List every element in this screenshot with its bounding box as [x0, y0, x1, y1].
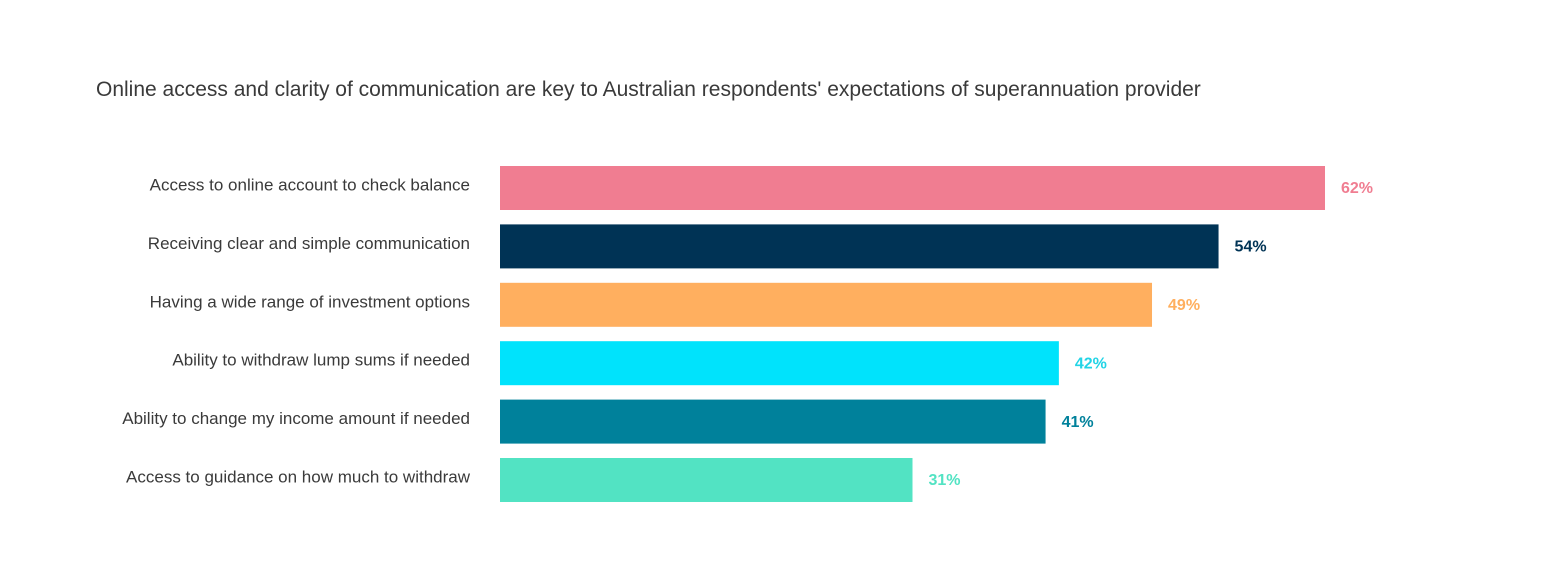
- value-label: 42%: [1075, 355, 1107, 372]
- value-label: 49%: [1168, 297, 1200, 314]
- category-label: Having a wide range of investment option…: [150, 292, 470, 311]
- bar: [500, 166, 1325, 210]
- bar: [500, 399, 1046, 444]
- category-label: Receiving clear and simple communication: [148, 234, 470, 253]
- bar: [500, 458, 913, 502]
- chart-title: Online access and clarity of communicati…: [96, 78, 1201, 101]
- bar: [500, 224, 1219, 269]
- value-label: 31%: [929, 472, 961, 489]
- bar: [500, 282, 1153, 327]
- bar: [500, 341, 1059, 386]
- value-label: 54%: [1235, 239, 1267, 256]
- category-label: Ability to change my income amount if ne…: [122, 409, 470, 428]
- category-label: Access to guidance on how much to withdr…: [126, 467, 471, 486]
- value-label: 41%: [1062, 414, 1094, 431]
- value-label: 62%: [1341, 180, 1373, 197]
- category-label: Ability to withdraw lump sums if needed: [172, 351, 470, 370]
- category-label: Access to online account to check balanc…: [150, 175, 470, 194]
